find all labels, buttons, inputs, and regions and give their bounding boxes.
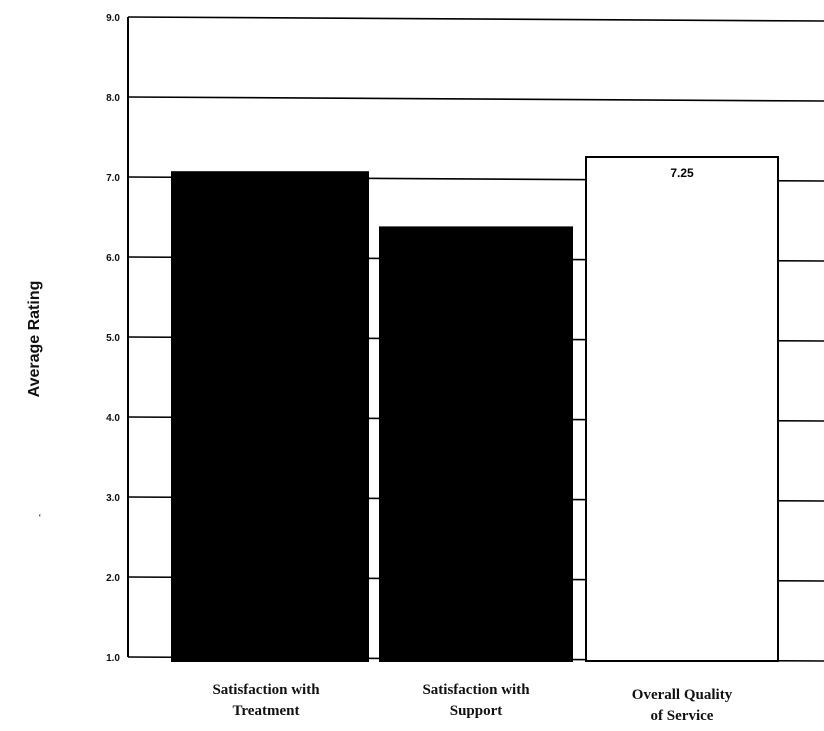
x-category-label-line: Treatment bbox=[232, 703, 300, 719]
y-tick-label: 2.0 bbox=[106, 573, 120, 584]
stray-mark: ‘ bbox=[38, 512, 42, 524]
y-tick-label: 5.0 bbox=[106, 333, 120, 344]
bar bbox=[585, 156, 779, 662]
gridline bbox=[127, 16, 824, 22]
bar-data-label: 7.25 bbox=[670, 166, 694, 180]
x-category-label-line: Satisfaction with bbox=[422, 682, 530, 698]
y-tick-label: 8.0 bbox=[106, 93, 120, 104]
bars: 7.25 bbox=[171, 156, 779, 662]
axes: 1.0 2.0 3.0 4.0 5.0 6.0 7.0 8.0 9.0 bbox=[106, 13, 129, 664]
y-tick-label: 6.0 bbox=[106, 253, 120, 264]
y-tick-label: 9.0 bbox=[106, 13, 120, 24]
y-tick-label: 4.0 bbox=[106, 413, 120, 424]
bar bbox=[379, 226, 573, 662]
x-category-label: Overall Quality of Service bbox=[592, 685, 772, 727]
y-tick-label: 3.0 bbox=[106, 493, 120, 504]
y-tick-label: 1.0 bbox=[106, 653, 120, 664]
y-axis-label: Average Rating bbox=[26, 280, 43, 398]
x-category-label-line: Satisfaction with bbox=[212, 682, 320, 698]
bar bbox=[171, 171, 369, 662]
x-category-label-line: Support bbox=[449, 703, 503, 719]
x-category-label: Satisfaction with Treatment bbox=[176, 680, 356, 722]
x-category-label-line: of Service bbox=[650, 708, 714, 724]
x-category-label-line: Overall Quality bbox=[631, 687, 733, 703]
gridline bbox=[127, 96, 824, 102]
y-tick-label: 7.0 bbox=[106, 173, 120, 184]
x-category-label: Satisfaction with Support bbox=[386, 680, 566, 722]
